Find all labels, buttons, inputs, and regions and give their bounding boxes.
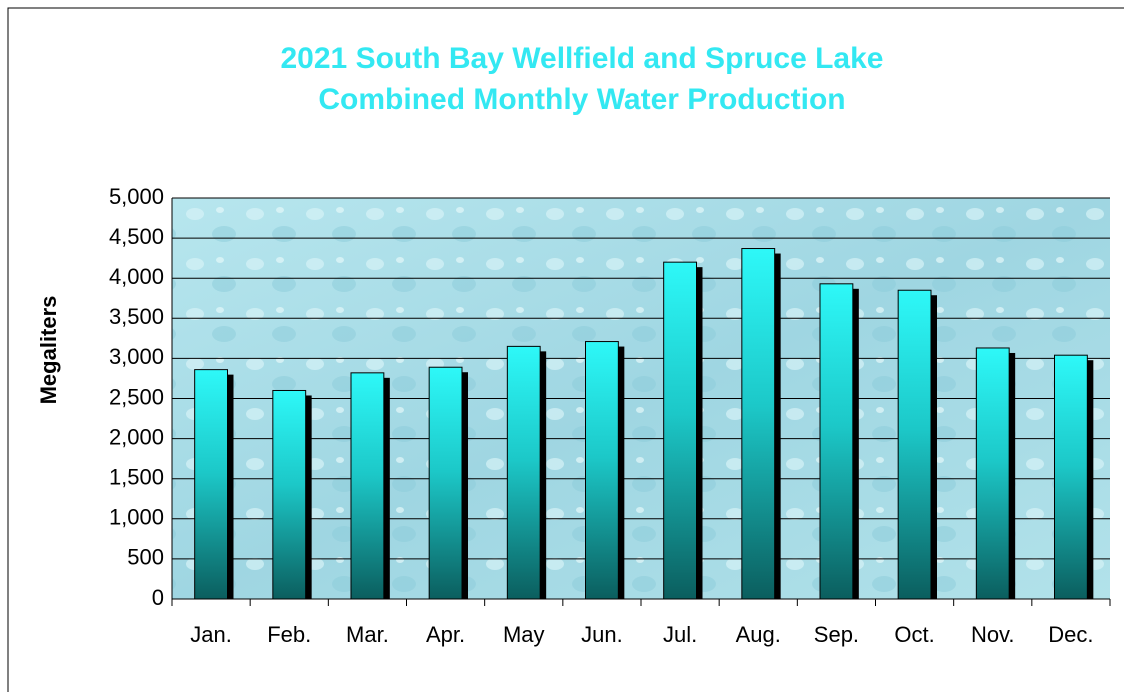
x-tick-label: Sep.	[814, 622, 859, 647]
x-tick-label: Oct.	[894, 622, 934, 647]
x-tick-label: Jul.	[663, 622, 697, 647]
y-tick-label: 3,000	[109, 344, 164, 369]
bar	[897, 289, 932, 600]
bar	[194, 369, 228, 600]
y-tick-label: 2,500	[109, 384, 164, 409]
y-tick-label: 4,000	[109, 264, 164, 289]
y-tick-label: 0	[152, 585, 164, 610]
bar	[663, 261, 697, 600]
y-tick-label: 5,000	[109, 184, 164, 209]
y-tick-label: 500	[127, 545, 164, 570]
x-tick-label: Jan.	[190, 622, 232, 647]
x-tick-label: Nov.	[971, 622, 1015, 647]
bar	[741, 248, 776, 600]
x-tick-label: Feb.	[267, 622, 311, 647]
bar	[585, 341, 619, 600]
bar	[350, 372, 385, 600]
y-tick-label: 1,000	[109, 505, 164, 530]
y-tick-label: 2,000	[109, 424, 164, 449]
chart-title: 2021 South Bay Wellfield and Spruce Lake	[281, 42, 884, 75]
x-tick-label: Jun.	[581, 622, 623, 647]
x-tick-label: Dec.	[1048, 622, 1093, 647]
y-axis-label: Megaliters	[36, 296, 61, 405]
y-tick-label: 3,500	[109, 304, 164, 329]
bar	[1054, 354, 1088, 600]
bar	[272, 389, 307, 600]
bar	[819, 283, 854, 600]
x-tick-label: Apr.	[426, 622, 465, 647]
y-tick-label: 1,500	[109, 465, 164, 490]
x-tick-label: May	[503, 622, 545, 647]
y-tick-label: 4,500	[109, 224, 164, 249]
x-tick-label: Aug.	[736, 622, 781, 647]
x-tick-label: Mar.	[346, 622, 389, 647]
frame	[7, 7, 1124, 692]
bar	[428, 366, 463, 600]
chart-title: Combined Monthly Water Production	[318, 83, 845, 116]
bar	[975, 347, 1010, 600]
bar	[506, 345, 541, 600]
